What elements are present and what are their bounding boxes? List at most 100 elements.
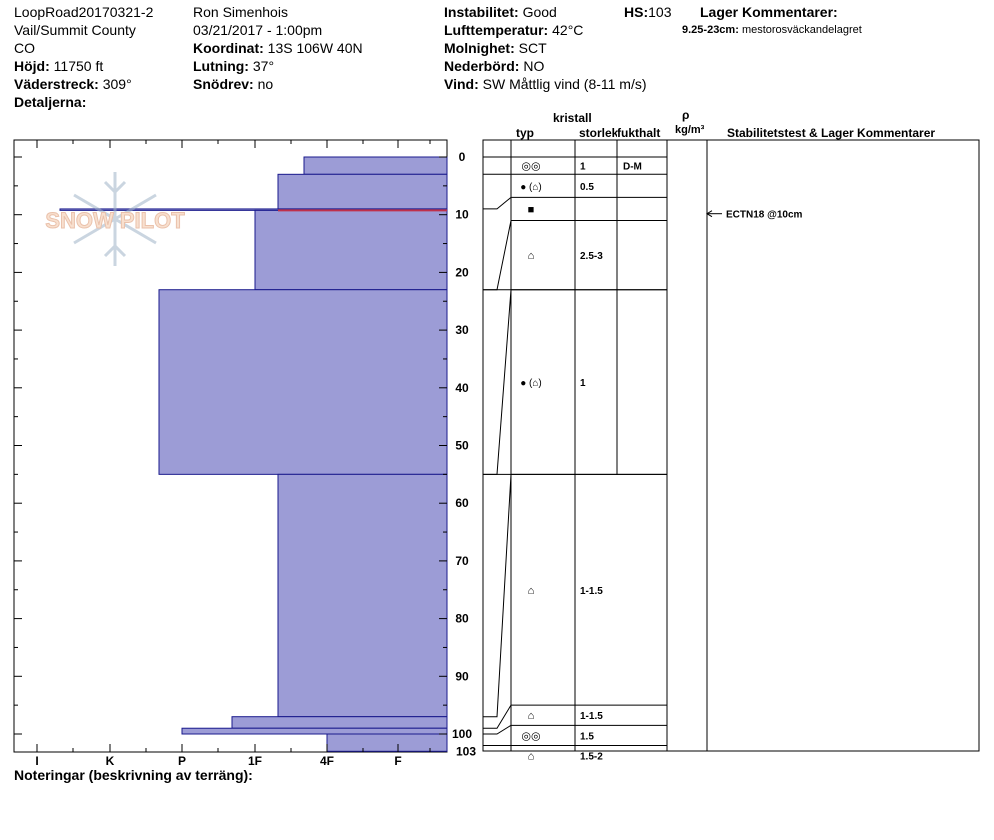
x-axis-ticks: I K P 1F 4F F bbox=[35, 140, 431, 768]
grain-size: 1-1.5 bbox=[580, 586, 603, 597]
layer-connector bbox=[483, 289, 512, 475]
x-tick-label: K bbox=[106, 754, 115, 768]
stability-row: Instabilitet: Good bbox=[444, 4, 557, 20]
stability-value: Good bbox=[522, 4, 557, 20]
grain-type-icon: ⌂ bbox=[528, 250, 535, 262]
state: CO bbox=[14, 40, 35, 56]
grain-size: 1 bbox=[580, 162, 586, 173]
hardness-bar bbox=[254, 209, 448, 291]
hs-value: 103 bbox=[648, 4, 672, 20]
header-size: storlek bbox=[579, 126, 617, 140]
drift-row: Snödrev: no bbox=[193, 76, 273, 92]
stability-label: Instabilitet: bbox=[444, 4, 519, 20]
hardness-bar bbox=[303, 156, 448, 175]
grain-size: 2.5-3 bbox=[580, 251, 603, 262]
wind-value: SW Måttlig vind (8-11 m/s) bbox=[482, 76, 647, 92]
grain-size: 0.5 bbox=[580, 182, 594, 193]
layer-connector bbox=[483, 197, 512, 210]
grain-type-icon: ● (⌂) bbox=[520, 378, 542, 389]
aspect-row: Väderstreck: 309° bbox=[14, 76, 132, 92]
sky-row: Molnighet: SCT bbox=[444, 40, 547, 56]
y-tick-label: 80 bbox=[455, 612, 469, 626]
precip-label: Nederbörd: bbox=[444, 58, 520, 74]
moisture: D-M bbox=[623, 162, 642, 173]
grain-type-icon: ⌂ bbox=[528, 710, 535, 722]
hardness-bar bbox=[277, 473, 448, 718]
header-stability: Stabilitetstest & Lager Kommentarer bbox=[727, 126, 936, 140]
layer-connector bbox=[483, 704, 512, 729]
layer-table-rows: ◎◎ 1 D-M ● (⌂) 0.5 ■ ⌂ 2.5-3 ● (⌂) 1 ⌂ 1-1.5 ⌂ 1-1.5 ◎… bbox=[483, 156, 667, 763]
layer-connector bbox=[483, 724, 512, 735]
precip-value: NO bbox=[523, 58, 545, 74]
stability-test-text: ECTN18 @10cm bbox=[726, 210, 803, 221]
layer-comments-label: Lager Kommentarer: bbox=[700, 4, 838, 20]
location: Vail/Summit County bbox=[14, 22, 136, 38]
elevation-value: 11750 ft bbox=[53, 58, 104, 74]
grain-size: 1 bbox=[580, 378, 586, 389]
y-tick-label: 100 bbox=[452, 727, 472, 741]
y-tick-label: 60 bbox=[455, 496, 469, 510]
y-tick-label: 20 bbox=[455, 265, 469, 279]
grain-type-icon: ● (⌂) bbox=[520, 182, 542, 193]
layer-connector bbox=[483, 474, 512, 718]
stability-test-annotation: ECTN18 @10cm bbox=[706, 210, 803, 221]
coord-label: Koordinat: bbox=[193, 40, 264, 56]
header-density-unit: kg/m³ bbox=[675, 124, 705, 136]
layer-comment-text: mestorosväckandelagret bbox=[741, 24, 862, 36]
header-rho: ρ bbox=[682, 108, 690, 122]
y-tick-label: 90 bbox=[455, 669, 469, 683]
drift-label: Snödrev: bbox=[193, 76, 254, 92]
slope-label: Lutning: bbox=[193, 58, 249, 74]
hs-label: HS: bbox=[624, 4, 649, 20]
snowpilot-watermark: SNOW PILOT bbox=[45, 172, 186, 266]
notes-label: Noteringar (beskrivning av terräng): bbox=[14, 767, 253, 783]
hardness-bar bbox=[231, 716, 448, 729]
site-id: LoopRoad20170321-2 bbox=[14, 4, 154, 20]
y-tick-label: 0 bbox=[459, 150, 466, 164]
air-temp-value: 42°C bbox=[552, 22, 584, 38]
air-temp-label: Lufttemperatur: bbox=[444, 22, 549, 38]
y-axis-ticks: 0 10 20 30 40 50 60 70 80 90 100 103 bbox=[14, 150, 476, 758]
hardness-bar bbox=[181, 727, 448, 735]
hs-row: HS:103 bbox=[624, 4, 671, 20]
grain-type-icon: ⌂ bbox=[528, 751, 535, 763]
x-tick-label: F bbox=[394, 754, 401, 768]
observer: Ron Simenhois bbox=[193, 4, 288, 20]
hardness-bars bbox=[59, 156, 448, 752]
y-tick-label: 10 bbox=[455, 208, 469, 222]
air-temp-row: Lufttemperatur: 42°C bbox=[444, 22, 583, 38]
sky-label: Molnighet: bbox=[444, 40, 515, 56]
layer-table-frame bbox=[482, 139, 980, 752]
datetime: 03/21/2017 - 1:00pm bbox=[193, 22, 323, 38]
details-label: Detaljerna: bbox=[14, 94, 87, 110]
layer-comment-row: 9.25-23cm: mestorosväckandelagret bbox=[682, 24, 862, 37]
hardness-bar bbox=[158, 289, 448, 475]
header-crystal: kristall bbox=[553, 111, 592, 125]
x-tick-label: 1F bbox=[248, 754, 262, 768]
aspect-value: 309° bbox=[102, 76, 132, 92]
y-tick-label: 30 bbox=[455, 323, 469, 337]
grain-size: 1.5-2 bbox=[580, 752, 603, 763]
header-moisture: fukthalt bbox=[617, 126, 661, 140]
coord-value: 13S 106W 40N bbox=[267, 40, 363, 56]
elevation-row: Höjd: 11750 ft bbox=[14, 58, 103, 74]
snowflake-icon bbox=[73, 172, 157, 266]
slope-row: Lutning: 37° bbox=[193, 58, 274, 74]
grain-size: 1.5 bbox=[580, 731, 594, 742]
sky-value: SCT bbox=[518, 40, 547, 56]
watermark-text: SNOW PILOT bbox=[45, 208, 185, 233]
y-tick-label: 70 bbox=[455, 554, 469, 568]
coord-row: Koordinat: 13S 106W 40N bbox=[193, 40, 363, 56]
grain-type-icon: ⌂ bbox=[528, 585, 535, 597]
y-tick-label: 50 bbox=[455, 439, 469, 453]
wind-label: Vind: bbox=[444, 76, 479, 92]
y-tick-label: 40 bbox=[455, 381, 469, 395]
layer-connector bbox=[483, 220, 512, 291]
grain-type-icon: ◎◎ bbox=[521, 161, 540, 173]
header-type: typ bbox=[516, 126, 534, 140]
arrow-left-icon bbox=[706, 210, 713, 218]
y-tick-label-hs: 103 bbox=[456, 744, 476, 758]
slope-value: 37° bbox=[252, 58, 275, 74]
hardness-bar bbox=[326, 733, 448, 752]
